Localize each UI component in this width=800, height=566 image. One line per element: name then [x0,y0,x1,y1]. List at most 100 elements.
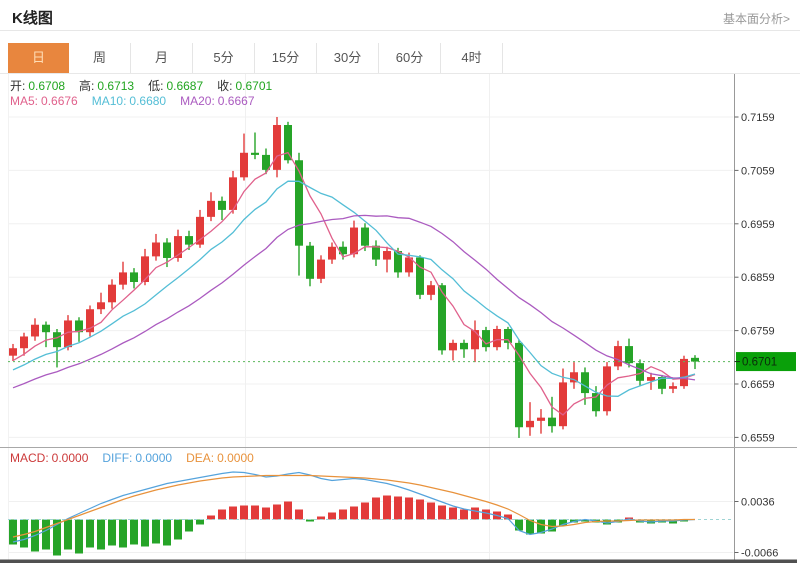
candle-body [229,177,237,210]
candle-body [537,417,545,421]
fundamental-analysis-link[interactable]: 基本面分析> [722,12,790,26]
candle-body [97,302,105,310]
candle-body [394,251,402,273]
close-value: 0.6701 [235,79,273,93]
candle-body [20,336,28,349]
candle-body [328,246,336,260]
ma-row: MA5: 0.6676 MA10: 0.6680 MA20: 0.6667 [10,94,258,108]
current-price-value: 0.6701 [742,357,777,369]
candle-body [658,377,666,389]
macd-bar [130,519,138,545]
candle-body [284,125,292,161]
macd-bar [229,506,237,520]
candle-body [108,284,116,303]
axis-tick-label: 0.7059 [741,165,775,177]
macd-bar [394,496,402,520]
macd-bar [284,501,292,520]
candle-body [625,346,633,364]
tab-月[interactable]: 月 [131,43,193,73]
ma20-label: MA20: [180,94,215,108]
macd-bar [361,502,369,520]
candle-body [339,246,347,255]
axis-tick-label: 0.6959 [741,219,775,231]
candle-body [438,285,446,351]
candlestick-series [9,117,699,438]
candle-body [504,328,512,343]
gridlines [8,74,733,560]
macd-bar [372,497,380,520]
candle-body [482,330,490,348]
macd-bar [515,519,523,531]
ma10-line [12,180,696,397]
ma20-line [12,214,696,389]
low-label: 低: [148,79,164,93]
macd-bar [97,519,105,550]
macd-bar [75,519,83,554]
tab-60分[interactable]: 60分 [379,43,441,73]
macd-bar [207,515,215,520]
macd-bar [218,509,226,520]
candle-body [515,342,523,428]
candle-body [130,272,138,283]
macd-bar [20,519,28,548]
candle-body [372,245,380,260]
macd-value: 0.0000 [51,451,89,465]
candle-body [636,363,644,381]
candle-body [405,257,413,273]
low-value: 0.6687 [166,79,204,93]
candle-body [152,242,160,257]
macd-label: MACD: [10,451,49,465]
macd-bar [295,509,303,520]
candle-body [460,342,468,350]
macd-bar [405,497,413,520]
macd-bar [471,507,479,520]
ma10-value: 0.6680 [129,94,167,108]
candle-body [669,386,677,389]
candle-body [570,372,578,383]
candle-body [581,372,589,394]
open-label: 开: [10,79,26,93]
open-value: 0.6708 [28,79,66,93]
candle-body [163,242,171,258]
axis-tick-label: 0.7159 [741,112,775,124]
macd-bar [416,499,424,520]
candle-body [427,285,435,295]
macd-bar [581,519,589,522]
candle-body [361,227,369,246]
candle-body [31,324,39,337]
macd-bar [449,507,457,520]
macd-bar [9,519,17,545]
candle-body [691,357,699,362]
macd-bar [317,516,325,520]
tab-15分[interactable]: 15分 [255,43,317,73]
candle-body [526,420,534,428]
candle-body [75,320,83,333]
kline-chart-svg: 0.7159 0.7059 0.6959 0.6859 0.6759 0.6659 0.65… [0,74,797,563]
axis-tick-label: 0.6659 [741,379,775,391]
candle-body [53,332,61,348]
macd-bar [119,519,127,548]
tab-周[interactable]: 周 [69,43,131,73]
macd-row: MACD: 0.0000 DIFF: 0.0000 DEA: 0.0000 [10,451,257,465]
y-axis: 0.7159 0.7059 0.6959 0.6859 0.6759 0.6659 0.65… [734,74,778,560]
macd-panel [8,471,733,556]
tab-4时[interactable]: 4时 [441,43,503,73]
ma5-label: MA5: [10,94,39,108]
ma5-value: 0.6676 [41,94,78,108]
axis-tick-label: 0.6559 [741,432,775,444]
macd-bar [240,505,248,520]
axis-tick-label: 0.6759 [741,326,775,338]
candle-body [42,324,50,333]
high-label: 高: [79,79,95,93]
tab-5分[interactable]: 5分 [193,43,255,73]
axis-tick-label: 0.0036 [741,497,775,509]
macd-bar [537,519,545,534]
macd-bar [339,509,347,520]
tab-日[interactable]: 日 [8,43,69,73]
candle-body [559,382,567,427]
macd-bar [141,519,149,547]
macd-bar [548,519,556,532]
tab-30分[interactable]: 30分 [317,43,379,73]
candle-body [251,152,259,155]
